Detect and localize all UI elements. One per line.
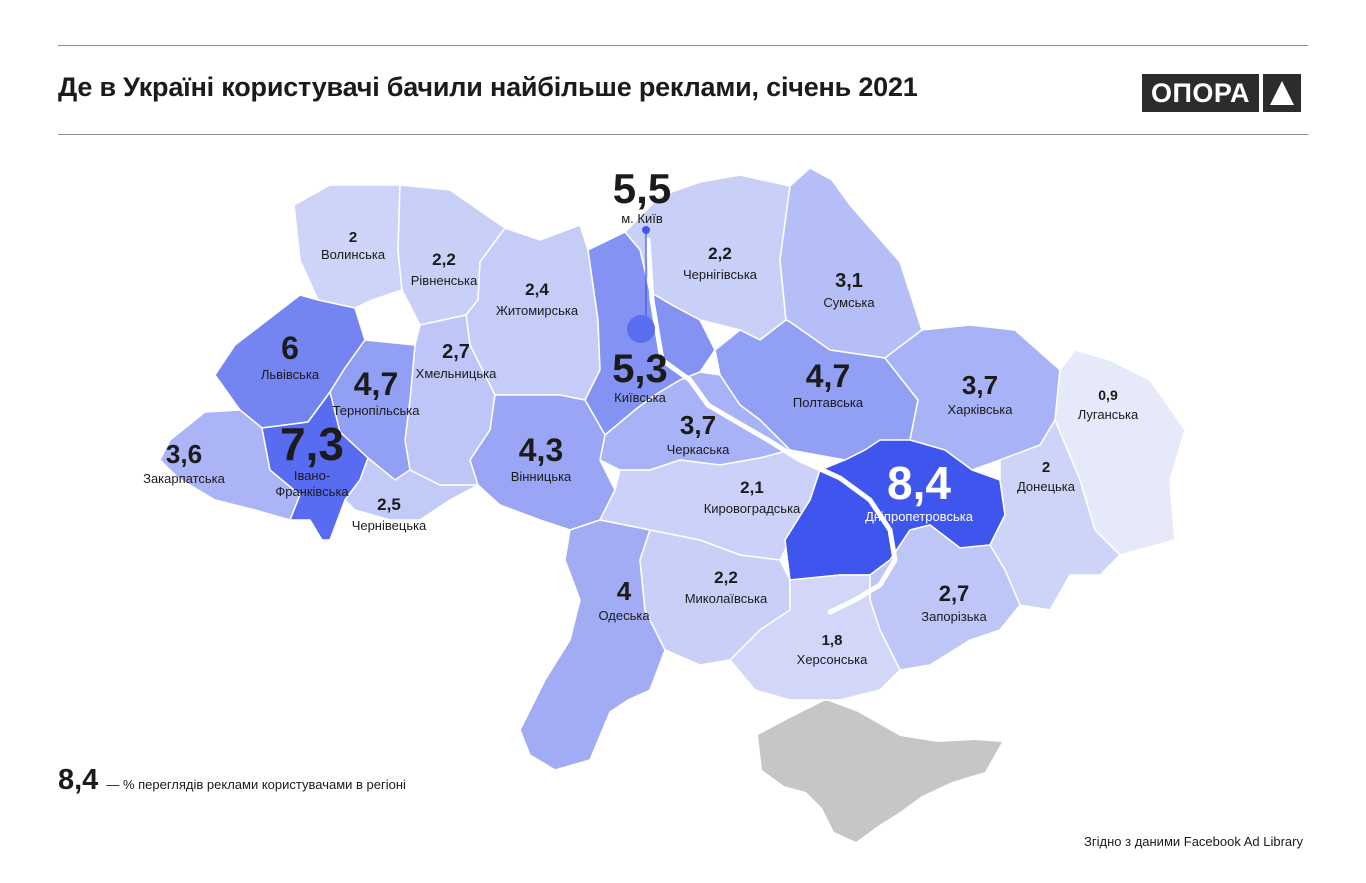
region-value-ternopil: 4,7 [354,366,398,402]
region-value-odesa: 4 [617,576,632,606]
region-name-poltava: Полтавська [793,395,864,410]
region-name-kyivska: Київська [614,390,666,405]
region-name-rivne: Рівненська [411,273,478,288]
region-name-lviv: Львівська [261,367,320,382]
region-name-zaporizhzhia: Запорізька [921,609,987,624]
region-value-chernivtsi: 2,5 [377,495,401,514]
region-value-rivne: 2,2 [432,250,456,269]
region-name-volyn: Волинська [321,247,386,262]
region-value-zakarpattia: 3,6 [166,439,202,469]
region-kherson [728,574,901,701]
region-name-ternopil: Тернопільська [333,403,421,418]
region-name-kherson: Херсонська [797,652,868,667]
region-name-chernihiv: Чернігівська [683,267,758,282]
dnipro-river [645,237,898,615]
region-name-zhytomyr: Житомирська [496,303,579,318]
page-title: Де в Україні користувачі бачили найбільш… [58,72,918,102]
region-zakarpattia [159,409,301,521]
region-value-lviv: 6 [281,330,299,366]
region-value-zaporizhzhia: 2,7 [939,581,970,606]
region-value-zhytomyr: 2,4 [525,280,549,299]
region-name-ivano_frankivsk: Івано- [294,468,330,483]
region-volyn [293,184,403,309]
region-shapes [159,167,1186,842]
region-name-ivano_frankivsk: Франківська [275,484,349,499]
region-ivano-frankivsk [261,390,369,541]
region-value-ivano_frankivsk: 7,3 [280,418,344,470]
region-value-dnipro: 8,4 [887,457,951,509]
region-name-vinnytsia: Вінницька [511,469,572,484]
region-name-kirovohrad: Кировоградська [704,501,801,516]
region-name-zakarpattia: Закарпатська [143,471,226,486]
region-value-volyn: 2 [349,229,357,246]
region-name-cherkasy: Черкаська [667,442,731,457]
logo-text: ОПОРА [1142,74,1260,112]
region-name-dnipro: Дніпропетровська [865,509,974,524]
region-donetsk [989,418,1122,611]
kyiv-city-marker [627,315,655,343]
kyiv-pin-dot [642,226,650,234]
region-name-kyiv_city: м. Київ [621,211,663,226]
region-name-kharkiv: Харківська [948,402,1014,417]
region-value-kirovohrad: 2,1 [740,478,764,497]
region-value-kherson: 1,8 [822,632,843,649]
triangle-icon [1263,74,1302,112]
region-value-chernihiv: 2,2 [708,244,732,263]
region-name-khmelnytskyi: Хмельницька [416,366,497,381]
crimea-region [758,700,1002,842]
opora-logo: ОПОРА [1142,74,1302,112]
region-name-sumy: Сумська [823,295,875,310]
region-value-cherkasy: 3,7 [680,410,716,440]
region-value-kharkiv: 3,7 [962,370,998,400]
region-name-donetsk: Донецька [1017,479,1076,494]
region-value-mykolaiv: 2,2 [714,568,738,587]
legend-value: 8,4 [58,764,99,796]
region-name-luhansk: Луганська [1078,407,1139,422]
region-value-khmelnytskyi: 2,7 [442,341,470,363]
legend-text: — % переглядів реклами користувачами в р… [106,777,406,792]
region-name-mykolaiv: Миколаївська [685,591,768,606]
region-chernivtsi [344,456,479,521]
header-divider [58,134,1308,135]
region-value-donetsk: 2 [1042,459,1050,476]
region-value-luhansk: 0,9 [1098,387,1118,403]
region-value-sumy: 3,1 [835,270,863,292]
region-name-odesa: Одеська [598,608,650,623]
source-note: Згідно з даними Facebook Ad Library [1084,834,1303,849]
region-value-kyivska: 5,3 [612,347,668,391]
legend: 8,4 — % переглядів реклами користувачами… [58,764,406,797]
region-value-kyiv_city: 5,5 [613,165,671,212]
region-value-poltava: 4,7 [806,358,850,394]
region-name-chernivtsi: Чернівецька [352,518,427,533]
region-value-vinnytsia: 4,3 [519,432,563,468]
top-divider [58,45,1308,46]
